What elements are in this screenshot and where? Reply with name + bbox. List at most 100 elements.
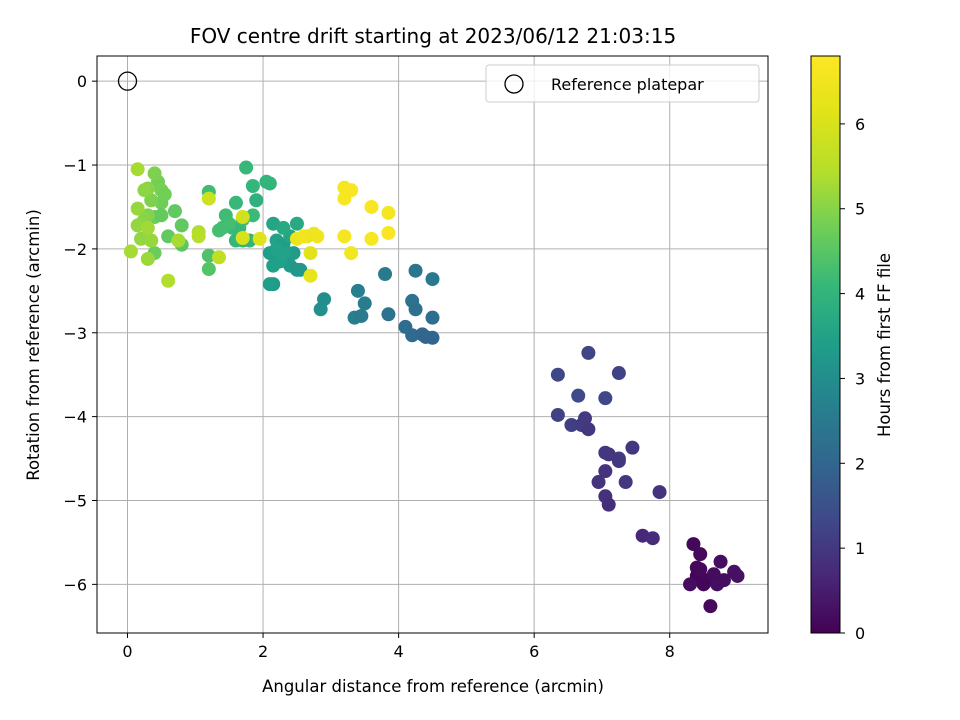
data-point: [147, 166, 162, 181]
data-point: [303, 268, 318, 283]
data-point: [581, 345, 596, 360]
data-point: [157, 187, 172, 202]
data-point: [130, 162, 145, 177]
data-point: [245, 178, 260, 193]
data-point: [381, 225, 396, 240]
data-point: [378, 267, 393, 282]
data-point: [337, 229, 352, 244]
data-point: [405, 328, 420, 343]
data-point: [381, 307, 396, 322]
colorbar-tick-label: 2: [855, 454, 865, 473]
x-axis-ticks: 0 2 4 6 8: [122, 633, 675, 661]
data-point: [337, 191, 352, 206]
colorbar-tick-label: 0: [855, 624, 865, 643]
data-point: [137, 183, 152, 198]
data-point: [408, 302, 423, 317]
plot-frame: [96, 55, 769, 634]
data-point: [693, 562, 708, 577]
data-point: [174, 218, 189, 233]
data-point: [201, 262, 216, 277]
x-tick-label: 4: [394, 642, 404, 661]
data-point: [161, 273, 176, 288]
data-point: [645, 531, 660, 546]
data-point: [262, 277, 277, 292]
data-point: [201, 191, 216, 206]
colorbar-tick-label: 5: [855, 200, 865, 219]
colorbar-ticks: 0 1 2 3 4 5 6: [840, 115, 865, 643]
colorbar-tick-label: 3: [855, 369, 865, 388]
data-point: [171, 233, 186, 248]
data-point: [601, 447, 616, 462]
data-point: [652, 485, 667, 500]
data-point: [354, 308, 369, 323]
data-point: [167, 204, 182, 219]
data-point: [252, 231, 267, 246]
x-tick-label: 2: [258, 642, 268, 661]
data-point: [611, 454, 626, 469]
data-point: [625, 440, 640, 455]
data-point: [408, 263, 423, 278]
x-axis-label: Angular distance from reference (arcmin): [262, 677, 604, 696]
data-point: [269, 241, 284, 256]
y-tick-label: −4: [63, 408, 87, 427]
colorbar-label: Hours from first FF file: [875, 253, 894, 437]
data-point: [235, 210, 250, 225]
data-point: [191, 229, 206, 244]
data-point: [564, 418, 579, 433]
data-point: [130, 201, 145, 216]
data-point: [344, 246, 359, 261]
colorbar-tick-label: 4: [855, 285, 865, 304]
data-point: [601, 497, 616, 512]
data-point: [571, 388, 586, 403]
data-point: [144, 233, 159, 248]
data-point: [154, 208, 169, 223]
data-point: [313, 302, 328, 317]
data-point: [228, 195, 243, 210]
colorbar-tick-label: 1: [855, 539, 865, 558]
data-point: [140, 251, 155, 266]
data-point: [212, 250, 226, 265]
y-axis-ticks: 0 −1 −2 −3 −4 −5 −6: [63, 72, 97, 594]
y-tick-label: 0: [77, 72, 87, 91]
data-point: [222, 216, 237, 231]
y-tick-label: −6: [63, 575, 87, 594]
data-point: [578, 411, 592, 426]
data-point: [730, 568, 745, 583]
data-point: [364, 199, 379, 214]
data-point: [686, 537, 701, 552]
data-point: [598, 391, 613, 406]
data-point: [289, 216, 304, 231]
data-point: [140, 220, 155, 235]
chart-title: FOV centre drift starting at 2023/06/12 …: [190, 24, 676, 48]
data-point: [381, 205, 396, 220]
data-point: [123, 244, 138, 259]
data-point: [425, 272, 440, 287]
data-point: [683, 577, 698, 592]
data-points: [117, 71, 745, 614]
data-point: [713, 554, 728, 569]
data-point: [693, 547, 708, 562]
data-point: [306, 226, 321, 241]
data-point: [303, 246, 318, 261]
data-point: [235, 230, 250, 245]
y-tick-label: −3: [63, 324, 87, 343]
data-point: [293, 262, 308, 277]
data-point: [703, 599, 718, 614]
y-tick-label: −1: [63, 156, 87, 175]
data-point: [716, 573, 731, 588]
data-point: [425, 330, 440, 345]
data-point: [286, 246, 301, 261]
reference-point-marker: [117, 71, 138, 91]
data-point: [350, 283, 365, 298]
y-axis-label: Rotation from reference (arcmin): [24, 209, 43, 481]
data-point: [276, 220, 291, 235]
legend-marker: [504, 74, 524, 94]
data-point: [696, 577, 711, 592]
data-point: [581, 422, 596, 437]
data-point: [591, 475, 606, 490]
data-point: [364, 231, 379, 246]
data-point: [262, 176, 277, 191]
legend: Reference platepar: [485, 64, 760, 103]
y-tick-label: −2: [63, 240, 87, 259]
data-point: [611, 366, 626, 381]
